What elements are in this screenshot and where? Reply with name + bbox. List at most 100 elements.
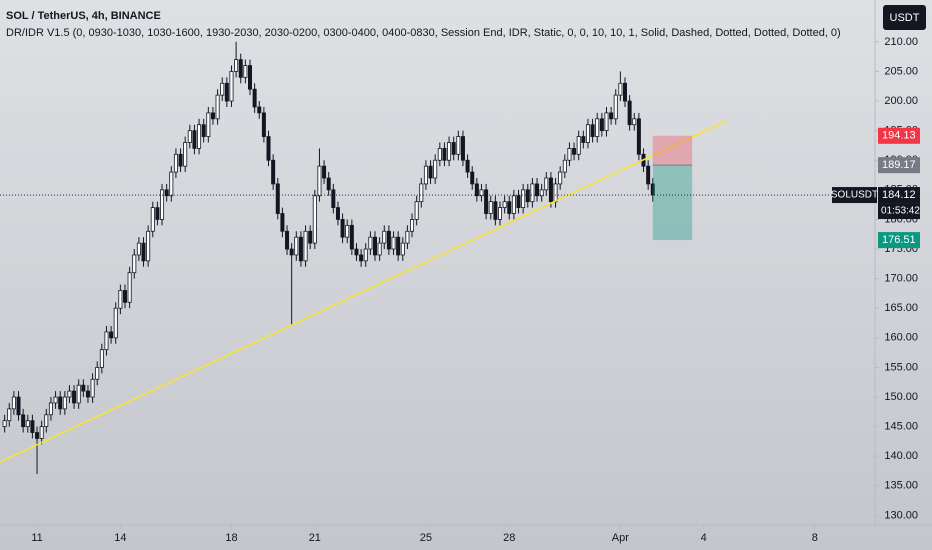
candle-body [35, 432, 40, 439]
candle-body [636, 118, 641, 155]
trend-line [0, 119, 728, 463]
candle-body [243, 65, 248, 78]
candle-body [85, 390, 90, 398]
y-tick-label: 210.00 [884, 36, 918, 48]
candle-body [220, 82, 225, 96]
candle-body [368, 236, 373, 250]
candle-body [354, 248, 359, 256]
symbol-box [832, 187, 877, 204]
currency-button-label[interactable]: USDT [890, 12, 920, 24]
candle-body [30, 420, 35, 433]
candle-body [76, 384, 81, 404]
candle-body [247, 65, 252, 90]
y-tick-label: 170.00 [884, 273, 918, 285]
candle-body [271, 159, 276, 185]
candle-body [160, 189, 165, 220]
y-tick-label: 135.00 [884, 480, 918, 492]
candle-body [497, 207, 502, 220]
candle-body [456, 136, 461, 155]
candle-body [48, 402, 53, 416]
candle-body [410, 219, 415, 232]
currency-button[interactable] [883, 5, 926, 30]
candle-body [340, 219, 345, 238]
candle-body [53, 396, 58, 404]
candle-body [118, 290, 123, 309]
candle-body [646, 165, 651, 185]
stop-zone [652, 135, 693, 166]
x-tick-label: 14 [114, 532, 126, 544]
candle-body [123, 290, 128, 303]
candle-body [136, 242, 141, 256]
candle-body [502, 201, 507, 208]
candle-body [609, 112, 614, 120]
candle-body [595, 118, 600, 137]
candle-body [25, 420, 30, 428]
x-tick-label: Apr [612, 532, 629, 544]
candle-body [215, 94, 220, 120]
candle-body [11, 396, 16, 410]
candle-body [465, 159, 470, 173]
y-tick-label: 165.00 [884, 302, 918, 314]
candle-body [363, 248, 368, 262]
candle-body [419, 183, 424, 203]
candle-body [414, 201, 419, 220]
candle-body [650, 183, 655, 196]
candle-body [234, 59, 239, 72]
candle-body [359, 254, 364, 262]
candle-body [544, 177, 549, 191]
candle-body [632, 118, 637, 126]
candle-body [562, 159, 567, 173]
candle-body [442, 148, 447, 161]
candle-body [2, 420, 7, 428]
stop-price-label-box [878, 127, 920, 144]
candle-body [16, 396, 21, 416]
candle-body [599, 118, 604, 132]
candle-body [627, 100, 632, 126]
candle-body [229, 71, 234, 102]
candle-body [62, 396, 67, 410]
candle-body [44, 414, 49, 428]
candle-body [257, 106, 262, 114]
x-tick-label: 21 [309, 532, 321, 544]
candle-body [21, 414, 26, 428]
y-tick-label: 130.00 [884, 509, 918, 521]
candle-body [372, 236, 377, 256]
candle-body [433, 159, 438, 179]
x-tick-label: 8 [812, 532, 818, 544]
candle-body [335, 207, 340, 220]
candle-body [312, 195, 317, 244]
candle-body [479, 189, 484, 197]
candle-body [396, 236, 401, 256]
candle-body [289, 248, 294, 256]
candle-body [423, 165, 428, 185]
x-tick-label: 11 [31, 532, 42, 544]
candle-body [7, 408, 12, 422]
candle-body [155, 207, 160, 220]
x-tick-label: 25 [420, 532, 432, 544]
candle-body [224, 82, 229, 102]
candle-body [604, 112, 609, 132]
candle-body [553, 183, 558, 203]
countdown: 01:53:42 [881, 206, 920, 217]
candle-body [252, 88, 257, 108]
x-tick-label: 4 [701, 532, 707, 544]
entry-price-label-box [878, 157, 920, 174]
candle-body [261, 112, 266, 137]
candle-body [521, 189, 526, 208]
candle-body [613, 94, 618, 120]
candle-body [474, 183, 479, 197]
stop-price-label: 194.13 [882, 130, 916, 142]
candle-body [238, 59, 243, 78]
candle-body [109, 331, 114, 339]
y-tick-label: 140.00 [884, 450, 918, 462]
candle-body [58, 396, 63, 410]
candle-body [67, 390, 72, 398]
candle-body [428, 165, 433, 179]
candle-body [451, 142, 456, 155]
candle-body [275, 183, 280, 214]
candle-body [303, 230, 308, 262]
target-zone [652, 165, 693, 241]
candle-body [326, 177, 331, 191]
candle-body [349, 224, 354, 250]
